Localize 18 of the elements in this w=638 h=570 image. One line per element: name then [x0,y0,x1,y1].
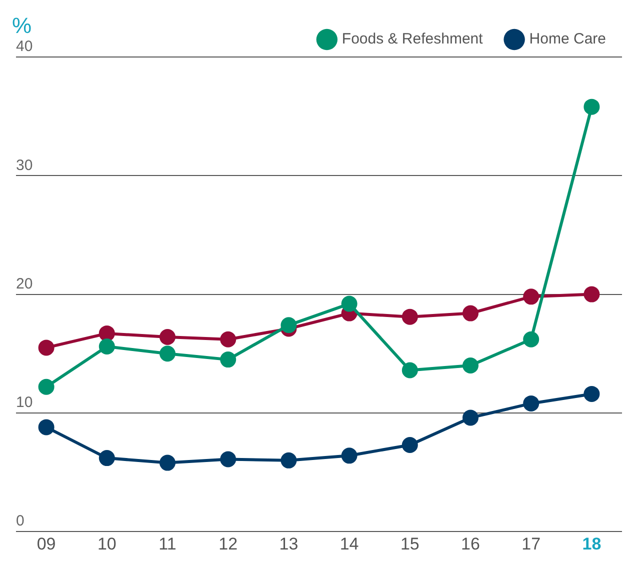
x-tick-label: 15 [400,534,420,554]
x-tick-label: 13 [279,534,298,554]
y-tick-label: 0 [16,512,24,530]
x-tick-label: 12 [218,534,238,554]
x-tick-label: 11 [158,534,176,554]
y-tick-label: 10 [16,394,33,412]
legend-label: Foods & Refeshment [342,30,484,48]
y-tick-label: 40 [16,38,33,56]
x-tick-label: 14 [340,534,359,554]
legend-label: Home Care [529,30,606,48]
x-tick-label: 16 [461,534,480,554]
x-tick-label: 18 [582,534,602,554]
y-tick-label: 20 [16,275,33,292]
y-tick-label: 30 [16,156,33,174]
x-tick-label: 17 [522,534,541,554]
x-tick-label: 09 [36,534,56,554]
x-tick-label: 10 [97,534,116,554]
y-axis-title: % [12,13,32,38]
